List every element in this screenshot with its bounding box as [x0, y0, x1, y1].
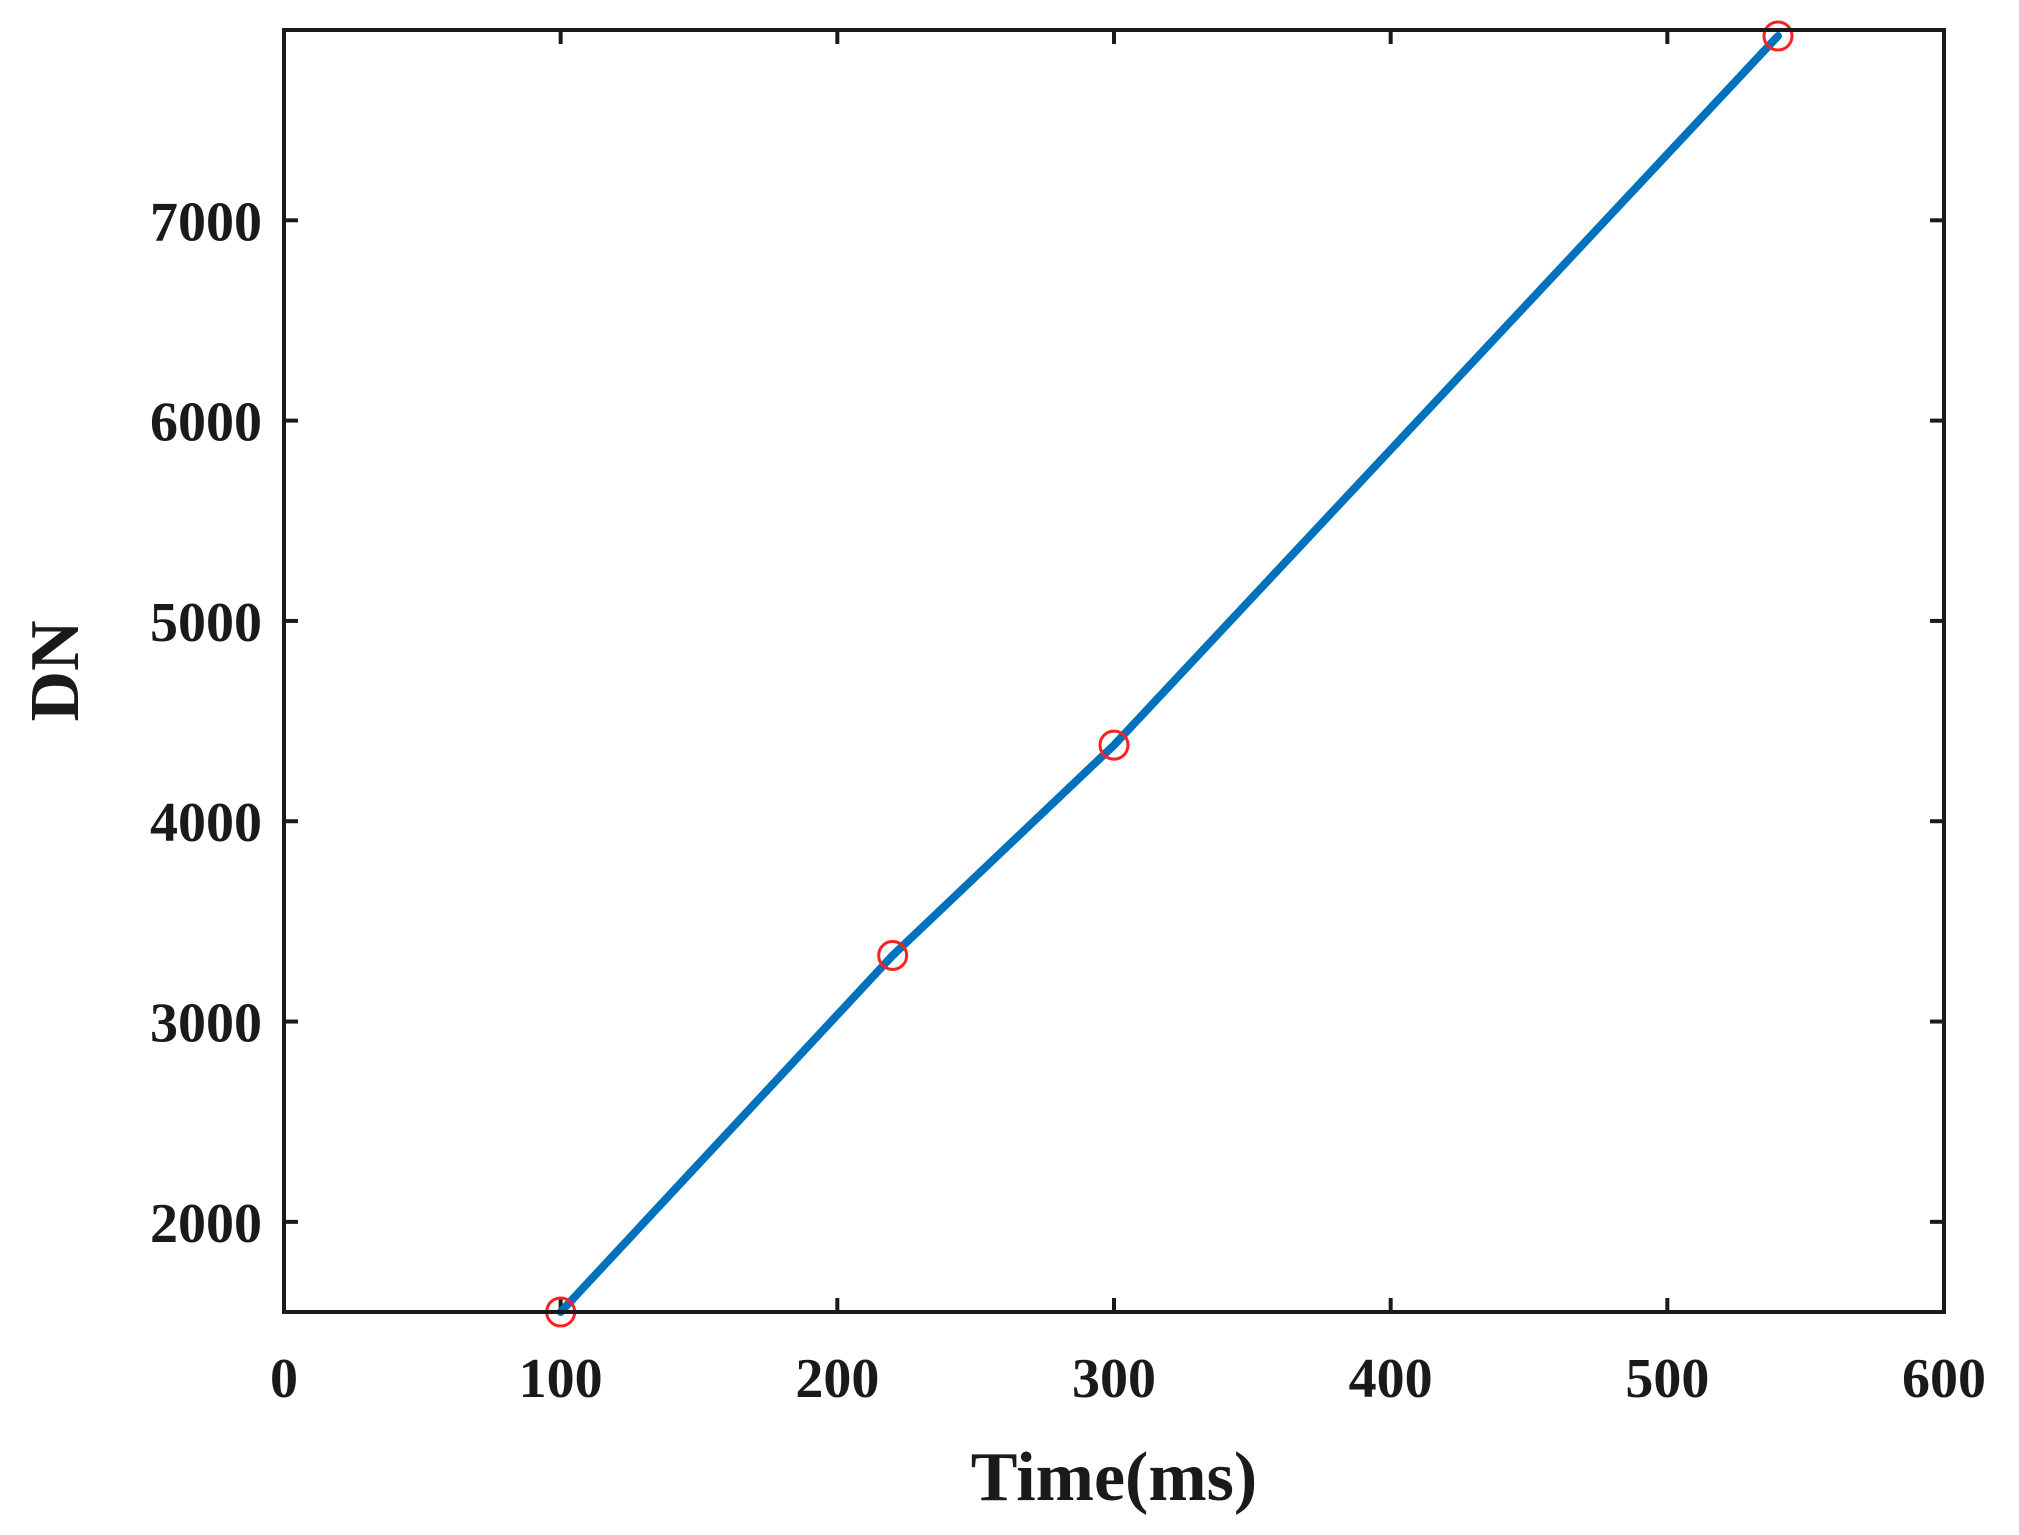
x-tick-label: 100 — [519, 1348, 603, 1410]
data-point-marker — [877, 939, 909, 971]
data-point-marker — [1098, 729, 1130, 761]
x-axis-title: Time(ms) — [971, 1439, 1257, 1516]
x-tick-label: 500 — [1625, 1348, 1709, 1410]
y-tick-label: 5000 — [150, 592, 262, 654]
y-tick-label: 2000 — [150, 1193, 262, 1255]
y-tick-label: 3000 — [150, 993, 262, 1055]
x-tick-label: 0 — [270, 1348, 298, 1410]
x-tick-label: 200 — [795, 1348, 879, 1410]
x-tick-label: 400 — [1349, 1348, 1433, 1410]
x-tick-label: 300 — [1072, 1348, 1156, 1410]
y-tick-label: 4000 — [150, 792, 262, 854]
plot-frame — [282, 28, 1946, 1314]
series-line — [556, 32, 1782, 1316]
labels-layer: 0 100 200 300 400 500 600 2000 3000 4000 5000 6000 7… — [150, 191, 1986, 1410]
data-point-marker — [1762, 20, 1794, 52]
y-tick-label: 7000 — [150, 191, 262, 253]
y-axis-title: DN — [17, 620, 94, 721]
y-tick-label: 6000 — [150, 392, 262, 454]
x-tick-label: 600 — [1902, 1348, 1986, 1410]
